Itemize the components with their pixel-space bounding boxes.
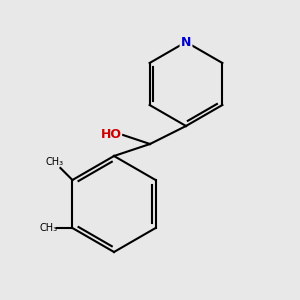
Text: HO: HO xyxy=(100,128,122,142)
Text: CH₃: CH₃ xyxy=(45,157,64,167)
Text: CH₃: CH₃ xyxy=(39,223,58,233)
Text: N: N xyxy=(181,35,191,49)
